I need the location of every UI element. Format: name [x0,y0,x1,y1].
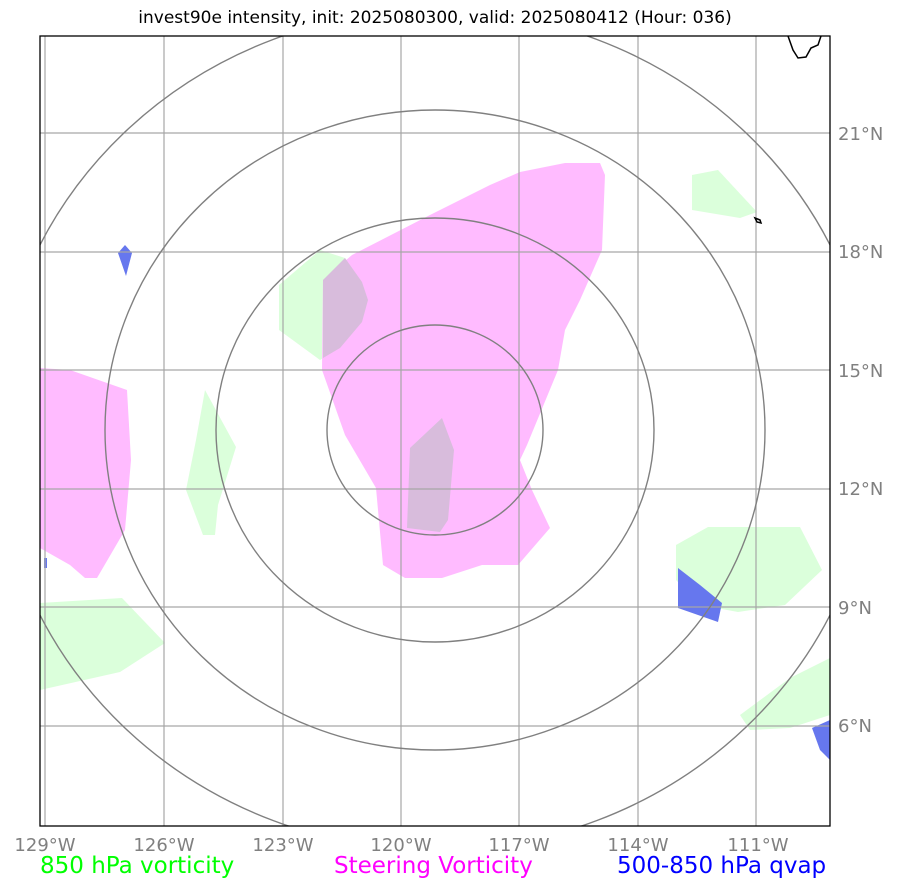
map-title: invest90e intensity, init: 2025080300, v… [138,8,732,28]
lat-tick-label: 21°N [838,124,883,145]
lat-tick-label: 6°N [838,716,872,737]
lon-tick-label: 120°W [370,835,431,856]
overlap-area [323,258,368,358]
coastline-segment [787,36,822,59]
lon-tick-label: 126°W [133,835,194,856]
vorticity-850-area [692,170,757,218]
range-ring [104,109,766,751]
qvap-fields [44,245,830,760]
lon-tick-label: 114°W [607,835,668,856]
vorticity-850-area [740,658,830,730]
longitude-labels: 129°W 126°W 123°W 120°W 117°W 114°W 111°… [14,835,788,856]
vorticity-850-area [676,527,822,612]
legend-850-vorticity: 850 hPa vorticity [40,853,235,879]
lon-tick-label: 123°W [252,835,313,856]
lon-tick-label: 129°W [14,835,75,856]
vorticity-850-area [40,598,165,690]
coastline-segment [753,216,763,225]
overlap-fields [323,258,454,532]
steering-vorticity-area [40,368,131,578]
vorticity-850-area [186,390,236,535]
legend-qvap: 500-850 hPa qvap [617,853,827,879]
range-rings [40,36,830,826]
map-frame [39,35,831,827]
qvap-area [118,245,132,276]
gridlines [40,36,830,826]
lon-tick-label: 111°W [727,835,788,856]
range-ring [326,324,544,536]
lat-tick-label: 18°N [838,242,883,263]
range-ring [215,217,655,643]
lon-tick-label: 117°W [488,835,549,856]
overlap-area [407,418,454,532]
qvap-area [678,568,722,622]
lat-tick-label: 12°N [838,479,883,500]
qvap-area [812,720,830,760]
lat-tick-label: 9°N [838,598,872,619]
latitude-labels: 21°N 18°N 15°N 12°N 9°N 6°N [838,124,883,737]
coastline [753,36,822,225]
legend-steering-vorticity: Steering Vorticity [334,853,533,879]
lat-tick-label: 15°N [838,361,883,382]
